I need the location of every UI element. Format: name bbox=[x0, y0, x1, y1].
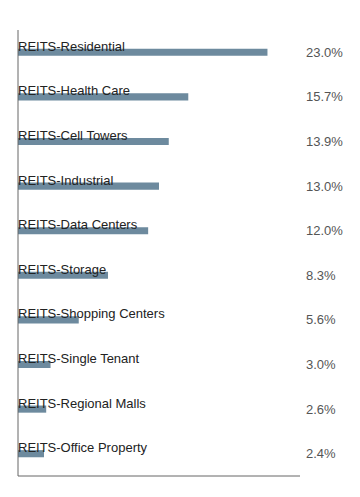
svg-text:12.0%: 12.0% bbox=[306, 223, 343, 238]
svg-text:REITS-Single Tenant: REITS-Single Tenant bbox=[18, 351, 140, 366]
svg-text:13.9%: 13.9% bbox=[306, 134, 343, 149]
svg-text:REITS-Shopping Centers: REITS-Shopping Centers bbox=[18, 306, 165, 321]
svg-text:REITS-Regional Malls: REITS-Regional Malls bbox=[18, 396, 146, 411]
svg-text:13.0%: 13.0% bbox=[306, 179, 343, 194]
svg-text:REITS-Storage: REITS-Storage bbox=[18, 262, 106, 277]
svg-text:8.3%: 8.3% bbox=[306, 268, 336, 283]
svg-text:REITS-Industrial: REITS-Industrial bbox=[18, 173, 113, 188]
svg-text:REITS-Residential: REITS-Residential bbox=[18, 39, 125, 54]
svg-text:REITS-Health Care: REITS-Health Care bbox=[18, 83, 130, 98]
svg-text:23.0%: 23.0% bbox=[306, 45, 343, 60]
svg-text:5.6%: 5.6% bbox=[306, 312, 336, 327]
svg-text:2.4%: 2.4% bbox=[306, 446, 336, 461]
svg-text:REITS-Office Property: REITS-Office Property bbox=[18, 440, 148, 455]
svg-text:15.7%: 15.7% bbox=[306, 89, 343, 104]
svg-text:3.0%: 3.0% bbox=[306, 357, 336, 372]
svg-text:REITS-Cell Towers: REITS-Cell Towers bbox=[18, 128, 128, 143]
svg-text:2.6%: 2.6% bbox=[306, 402, 336, 417]
svg-text:REITS-Data Centers: REITS-Data Centers bbox=[18, 217, 138, 232]
